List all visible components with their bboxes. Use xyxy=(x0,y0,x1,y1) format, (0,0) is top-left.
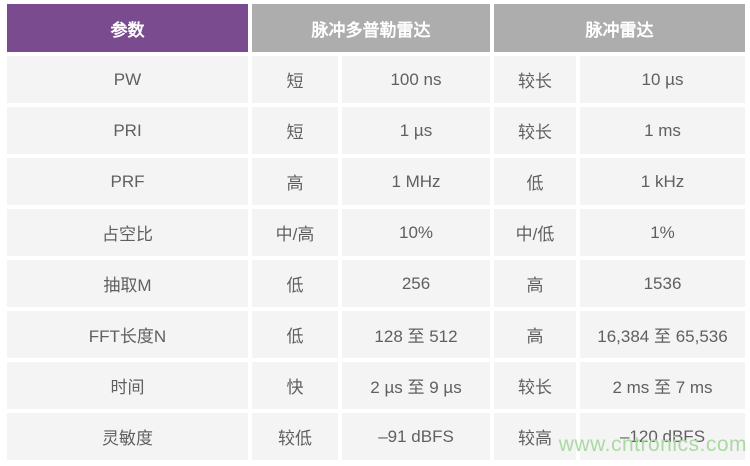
pulse-radar-level-cell: 较长 xyxy=(494,56,576,103)
pulse-radar-level-cell: 较长 xyxy=(494,107,576,154)
table-row: 灵敏度 较低 –91 dBFS 较高 –120 dBFS xyxy=(7,413,745,460)
pulse-radar-value-cell: 16,384 至 65,536 xyxy=(580,311,745,358)
param-cell: 时间 xyxy=(7,362,248,409)
param-cell: 占空比 xyxy=(7,209,248,256)
pulse-doppler-value-cell: 10% xyxy=(342,209,490,256)
pulse-radar-value-cell: 1 kHz xyxy=(580,158,745,205)
pulse-radar-level-cell: 高 xyxy=(494,260,576,307)
table-row: 时间快 2 µs 至 9 µs 较长 2 ms 至 7 ms xyxy=(7,362,745,409)
header-param: 参数 xyxy=(7,4,248,52)
table-row: 抽取M 低 256 高 1536 xyxy=(7,260,745,307)
pulse-doppler-level-cell: 快 xyxy=(252,362,338,409)
param-cell: 抽取M xyxy=(7,260,248,307)
pulse-doppler-value-cell: –91 dBFS xyxy=(342,413,490,460)
table-row: PRI 短 1 µs 较长 1 ms xyxy=(7,107,745,154)
radar-comparison-table: 参数 脉冲多普勒雷达 脉冲雷达 PW 短 100 ns 较长 10 µs PRI 短 1 µs… xyxy=(3,0,749,464)
pulse-radar-value-cell: –120 dBFS xyxy=(580,413,745,460)
param-cell: FFT长度N xyxy=(7,311,248,358)
header-row: 参数 脉冲多普勒雷达 脉冲雷达 xyxy=(7,4,745,52)
pulse-radar-value-cell: 2 ms 至 7 ms xyxy=(580,362,745,409)
pulse-doppler-level-cell: 较低 xyxy=(252,413,338,460)
pulse-doppler-level-cell: 中/高 xyxy=(252,209,338,256)
pulse-radar-level-cell: 高 xyxy=(494,311,576,358)
table-row: PW 短 100 ns 较长 10 µs xyxy=(7,56,745,103)
pulse-radar-value-cell: 1% xyxy=(580,209,745,256)
param-cell: PRI xyxy=(7,107,248,154)
pulse-doppler-level-cell: 低 xyxy=(252,311,338,358)
pulse-radar-level-cell: 中/低 xyxy=(494,209,576,256)
pulse-doppler-value-cell: 100 ns xyxy=(342,56,490,103)
header-pulse-doppler-radar: 脉冲多普勒雷达 xyxy=(252,4,490,52)
table-row: PRF 高 1 MHz 低 1 kHz xyxy=(7,158,745,205)
pulse-radar-value-cell: 1 ms xyxy=(580,107,745,154)
param-cell: PRF xyxy=(7,158,248,205)
pulse-radar-level-cell: 低 xyxy=(494,158,576,205)
pulse-doppler-value-cell: 2 µs 至 9 µs xyxy=(342,362,490,409)
pulse-doppler-level-cell: 短 xyxy=(252,107,338,154)
table-row: FFT长度N 低 128 至 512 高 16,384 至 65,536 xyxy=(7,311,745,358)
pulse-radar-value-cell: 10 µs xyxy=(580,56,745,103)
pulse-doppler-level-cell: 短 xyxy=(252,56,338,103)
pulse-doppler-value-cell: 256 xyxy=(342,260,490,307)
pulse-radar-value-cell: 1536 xyxy=(580,260,745,307)
param-cell: PW xyxy=(7,56,248,103)
pulse-doppler-value-cell: 1 µs xyxy=(342,107,490,154)
pulse-doppler-value-cell: 1 MHz xyxy=(342,158,490,205)
table-row: 占空比 中/高 10% 中/低 1% xyxy=(7,209,745,256)
pulse-radar-level-cell: 较高 xyxy=(494,413,576,460)
header-pulse-radar: 脉冲雷达 xyxy=(494,4,745,52)
pulse-doppler-level-cell: 低 xyxy=(252,260,338,307)
pulse-doppler-level-cell: 高 xyxy=(252,158,338,205)
param-cell: 灵敏度 xyxy=(7,413,248,460)
pulse-radar-level-cell: 较长 xyxy=(494,362,576,409)
pulse-doppler-value-cell: 128 至 512 xyxy=(342,311,490,358)
